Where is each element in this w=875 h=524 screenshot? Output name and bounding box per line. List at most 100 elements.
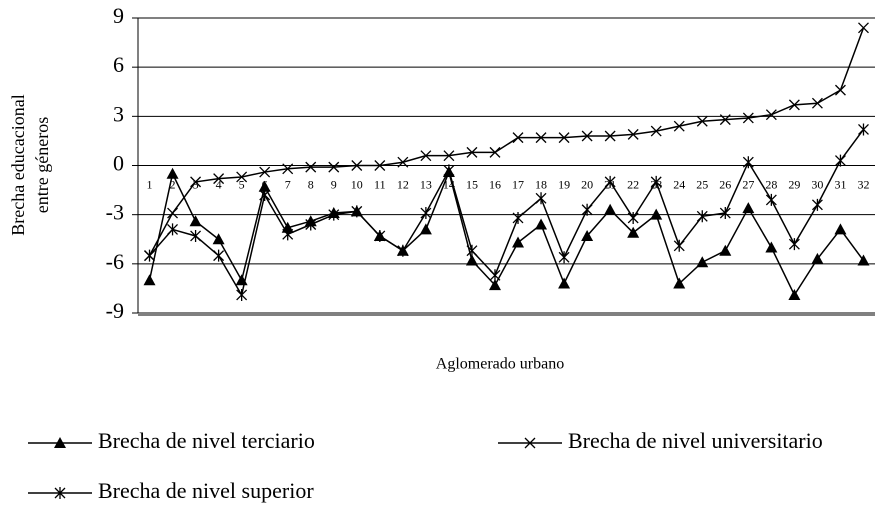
- marker-shape: [374, 229, 386, 242]
- x-tick-label: 31: [834, 177, 846, 191]
- marker: [535, 192, 547, 205]
- marker-shape: [535, 132, 547, 144]
- marker-shape: [627, 226, 640, 238]
- marker: [259, 166, 271, 178]
- marker-shape: [190, 176, 202, 188]
- marker: [858, 22, 869, 34]
- y-tick-label: -3: [106, 200, 124, 225]
- series-line: [148, 169, 865, 297]
- marker: [627, 226, 640, 238]
- marker: [858, 123, 869, 136]
- marker-shape: [374, 160, 386, 171]
- marker-shape: [535, 218, 548, 230]
- marker: [524, 437, 536, 449]
- marker-shape: [604, 130, 616, 142]
- x-tick-label: 5: [239, 177, 245, 191]
- series-line: [148, 27, 865, 256]
- marker: [167, 223, 179, 236]
- marker-shape: [466, 146, 478, 158]
- marker: [328, 161, 340, 173]
- y-axis-label: Brecha educacional: [8, 94, 28, 235]
- marker: [443, 164, 455, 177]
- marker-shape: [765, 109, 777, 121]
- marker: [54, 437, 66, 448]
- marker-shape: [811, 252, 824, 264]
- marker-shape: [604, 175, 616, 188]
- marker: [54, 487, 66, 499]
- marker: [581, 130, 593, 142]
- marker: [834, 154, 846, 167]
- marker: [673, 120, 685, 132]
- marker-shape: [524, 437, 536, 449]
- marker: [143, 274, 156, 286]
- marker-shape: [351, 160, 363, 171]
- marker-shape: [190, 229, 202, 242]
- marker: [374, 229, 386, 242]
- marker-shape: [558, 251, 570, 264]
- marker: [213, 249, 225, 262]
- y-tick-label: 9: [113, 3, 124, 28]
- marker: [166, 167, 179, 179]
- marker-shape: [788, 288, 801, 300]
- marker-shape: [673, 120, 685, 132]
- marker: [466, 244, 478, 257]
- marker: [811, 97, 823, 109]
- marker: [420, 150, 432, 162]
- marker-shape: [397, 244, 409, 257]
- marker-shape: [258, 180, 271, 192]
- marker: [604, 175, 616, 188]
- marker-shape: [558, 277, 571, 289]
- marker-shape: [443, 150, 455, 162]
- x-tick-label: 15: [466, 177, 478, 191]
- marker: [465, 254, 478, 266]
- marker-shape: [166, 167, 179, 179]
- marker: [397, 244, 409, 257]
- marker: [742, 112, 754, 124]
- marker-shape: [328, 161, 340, 173]
- marker: [765, 193, 777, 206]
- y-tick-label: 6: [113, 52, 124, 77]
- marker-shape: [673, 239, 685, 252]
- marker-shape: [465, 254, 478, 266]
- marker-shape: [650, 175, 662, 188]
- marker-shape: [742, 156, 754, 169]
- marker-shape: [466, 244, 478, 257]
- marker: [719, 114, 731, 126]
- x-tick-label: 22: [627, 177, 639, 191]
- marker-shape: [673, 277, 686, 289]
- marker: [627, 128, 639, 140]
- marker-shape: [627, 211, 639, 224]
- marker-shape: [788, 238, 800, 251]
- marker: [305, 218, 317, 231]
- marker: [282, 163, 294, 175]
- x-tick-label: 9: [331, 177, 337, 191]
- marker-shape: [236, 171, 248, 183]
- marker: [259, 189, 271, 201]
- x-tick-label: 17: [512, 177, 524, 191]
- marker-shape: [489, 146, 501, 158]
- legend-label: Brecha de nivel terciario: [98, 428, 315, 453]
- marker-shape: [858, 123, 869, 136]
- marker-shape: [282, 163, 294, 175]
- marker-shape: [213, 173, 225, 185]
- marker: [351, 160, 363, 171]
- x-tick-label: 28: [765, 177, 777, 191]
- marker-shape: [144, 249, 155, 262]
- marker-shape: [742, 112, 754, 124]
- x-tick-label: 3: [193, 177, 199, 191]
- marker: [673, 277, 686, 289]
- marker-shape: [419, 223, 432, 235]
- marker: [650, 208, 663, 220]
- x-tick-label: 26: [719, 177, 731, 191]
- marker-shape: [581, 229, 594, 241]
- x-tick-label: 11: [374, 177, 386, 191]
- x-tick-label: 19: [558, 177, 570, 191]
- marker: [834, 84, 846, 96]
- marker: [282, 228, 294, 241]
- x-tick-label: 16: [489, 177, 501, 191]
- x-tick-label: 30: [811, 177, 823, 191]
- marker: [512, 236, 525, 248]
- marker-shape: [696, 115, 708, 127]
- marker: [535, 132, 547, 144]
- x-tick-label: 4: [216, 177, 222, 191]
